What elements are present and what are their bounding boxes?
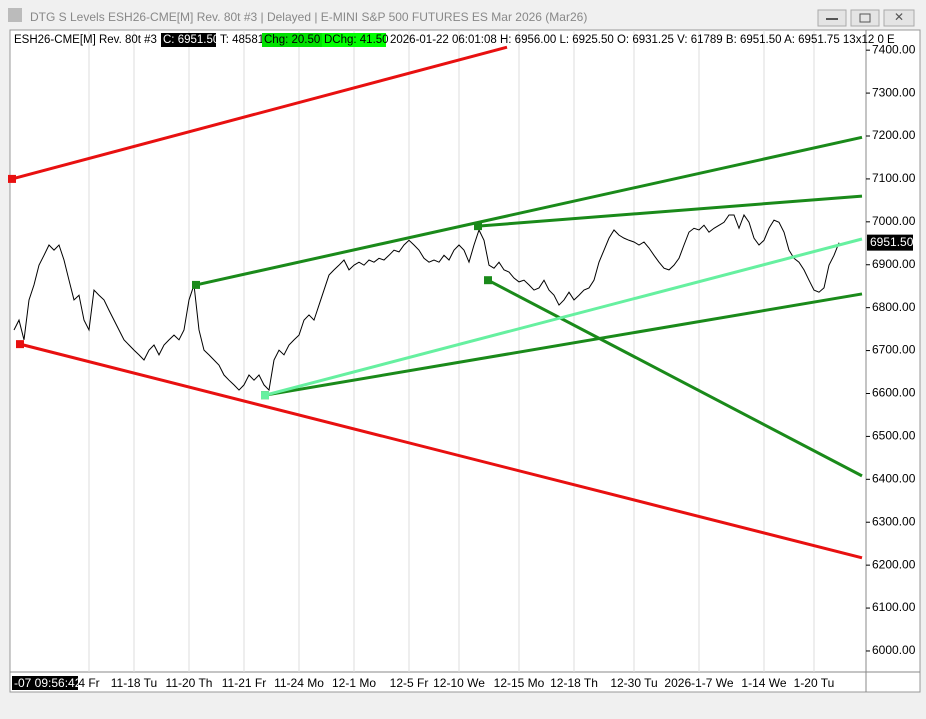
x-tick-label: 12-10 We [433, 676, 485, 690]
x-tick-label: 12-18 Th [550, 676, 598, 690]
trend-line [264, 292, 863, 397]
x-tick-label: 12-15 Mo [494, 676, 545, 690]
x-tick-label: 4 Fr [78, 676, 99, 690]
trend-anchor [474, 222, 482, 231]
y-tick-label: 7400.00 [872, 42, 916, 56]
y-tick-label: 7000.00 [872, 214, 916, 228]
header-close: C: 6951.50 [163, 34, 219, 46]
y-tick-label: 6400.00 [872, 471, 916, 485]
trend-anchor [261, 391, 269, 400]
restore-button[interactable] [850, 9, 880, 27]
x-tick-label: 12-30 Tu [610, 676, 657, 690]
x-tick-label: 2026-1-7 We [664, 676, 733, 690]
y-tick-label: 7100.00 [872, 171, 916, 185]
x-tick-label: 11-18 Tu [111, 676, 157, 690]
last-price-label: 6951.50 [870, 235, 914, 249]
y-tick-label: 6600.00 [872, 386, 916, 400]
trend-anchor [16, 340, 24, 349]
header-close-bg [161, 33, 216, 47]
trend-line [264, 237, 863, 397]
y-tick-label: 6100.00 [872, 600, 916, 614]
x-tick-label: 1-20 Tu [794, 676, 835, 690]
header-bar: ESH26-CME[M] Rev. 80t #3 C: 6951.50 T: 4… [14, 33, 895, 47]
window-icon [8, 8, 22, 22]
y-tick-label: 7300.00 [872, 85, 916, 99]
y-tick-label: 6800.00 [872, 300, 916, 314]
x-tick-label: 12-1 Mo [332, 676, 376, 690]
trend-line [487, 278, 863, 478]
x-tick-label: 12-5 Fr [390, 676, 429, 690]
y-tick-label: 6700.00 [872, 343, 916, 357]
header-change: Chg: 20.50 [264, 34, 320, 46]
header-day-change: DChg: 41.50 [324, 34, 389, 46]
trend-line [195, 135, 863, 287]
close-button[interactable] [883, 9, 915, 27]
cursor-label: -07 09:56:42 [14, 676, 82, 690]
header-details: 2026-01-22 06:01:08 H: 6956.00 L: 6925.5… [390, 34, 895, 46]
trend-anchor [484, 276, 492, 285]
x-tick-label: 11-21 Fr [222, 676, 266, 690]
y-tick-label: 7200.00 [872, 128, 916, 142]
trend-line [477, 194, 863, 228]
trend-line [11, 45, 508, 181]
trend-anchor [8, 174, 16, 183]
header-trades: T: 48581 [220, 34, 264, 46]
trend-anchor [192, 280, 200, 289]
y-tick-label: 6500.00 [872, 429, 916, 443]
y-tick-label: 6900.00 [872, 257, 916, 271]
price-line [13, 213, 840, 392]
x-tick-label: 11-24 Mo [274, 676, 324, 690]
x-tick-label: 1-14 We [741, 676, 786, 690]
window-title: DTG S Levels ESH26-CME[M] Rev. 80t #3 | … [30, 10, 587, 24]
header-day-change-bg [322, 33, 386, 47]
y-tick-label: 6200.00 [872, 557, 916, 571]
last-price-bg [867, 234, 913, 251]
y-tick-label: 6000.00 [872, 643, 916, 657]
header-change-bg [262, 33, 322, 47]
close-icon: ✕ [894, 10, 904, 24]
plot [8, 30, 863, 672]
trend-line [19, 342, 863, 560]
restore-icon [859, 13, 871, 23]
header-symbol: ESH26-CME[M] Rev. 80t #3 [14, 34, 157, 46]
x-tick-label: 11-20 Th [166, 676, 213, 690]
cursor-label-bg [12, 676, 78, 690]
y-tick-label: 6300.00 [872, 514, 916, 528]
